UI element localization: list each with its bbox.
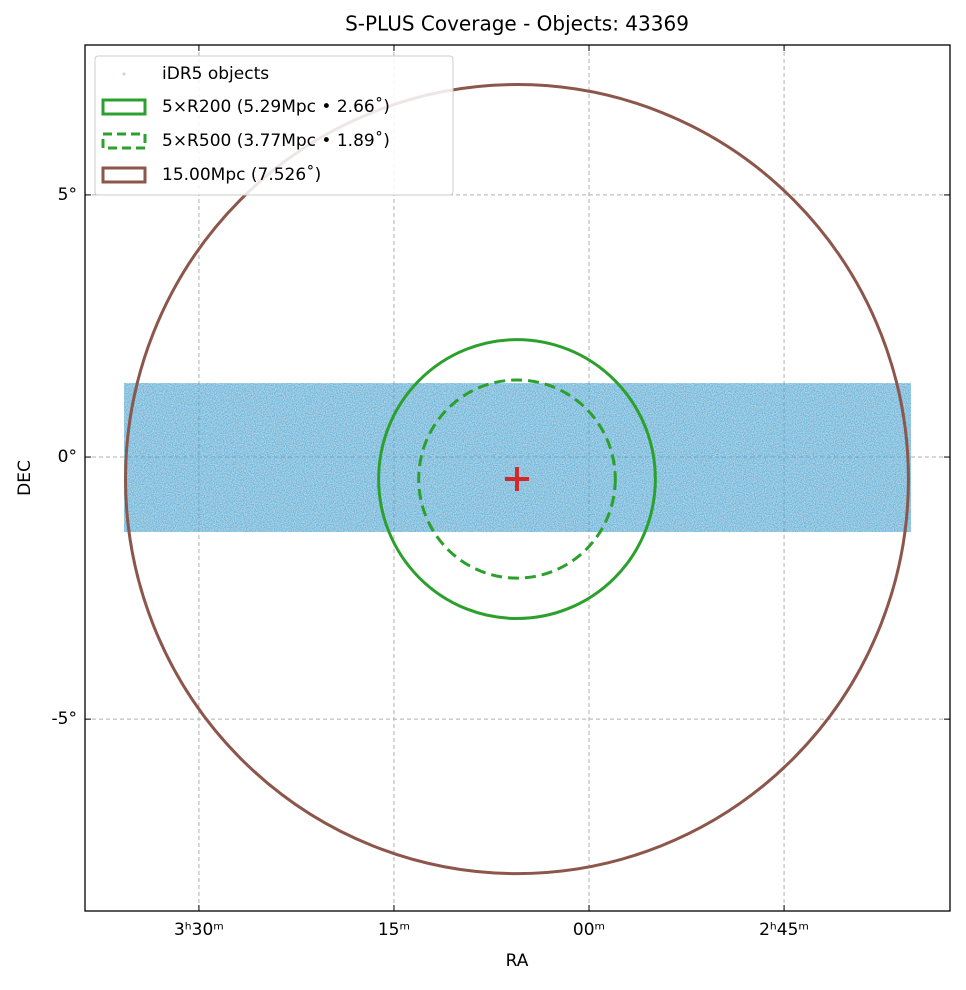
legend-label: 5×R200 (5.29Mpc • 2.66˚) [162,96,390,117]
x-axis-label: RA [506,951,529,971]
legend-label: 15.00Mpc (7.526˚) [162,164,321,185]
x-tick-label: 2ʰ45ᵐ [759,920,809,940]
plot-area [85,45,950,911]
legend-box [94,55,454,196]
y-tick-label: 0° [58,447,77,467]
y-axis-label: DEC [15,460,35,496]
center-marker [504,467,529,492]
x-tick-label: 00ᵐ [573,920,605,940]
legend-swatch [122,72,126,76]
legend: iDR5 objects 5×R200 (5.29Mpc • 2.66˚) 5×R5… [94,55,454,196]
legend-label: 5×R500 (3.77Mpc • 1.89˚) [162,130,390,151]
radius-circle [417,378,617,580]
x-tick-label: 15ᵐ [378,920,410,940]
radius-circle [124,83,910,876]
legend-swatch [101,166,147,184]
y-tick-label: -5° [52,709,77,729]
x-tick-label: 3ʰ30ᵐ [174,920,224,940]
legend-label: iDR5 objects [162,64,269,84]
object-density [124,383,911,532]
axes-frame [84,44,951,912]
chart-title: S-PLUS Coverage - Objects: 43369 [345,12,689,36]
y-tick-label: 5° [58,185,77,205]
legend-swatch [101,98,147,116]
legend-swatch [101,132,147,150]
radius-circle [377,338,657,620]
